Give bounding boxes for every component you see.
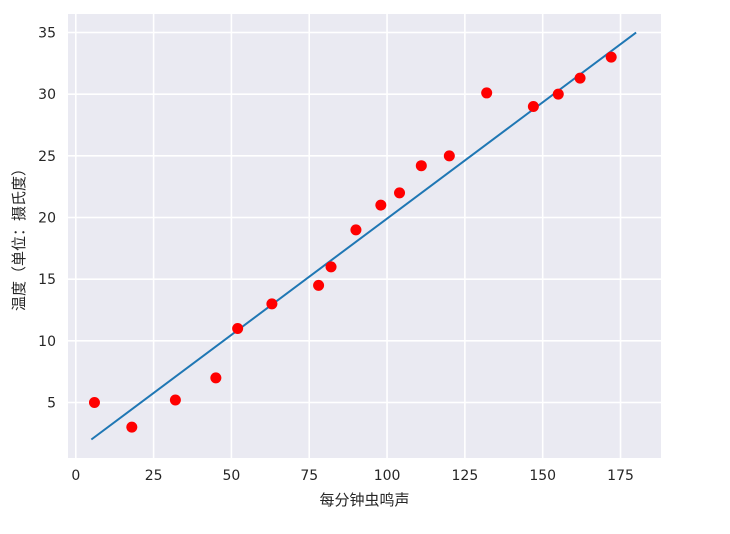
data-point bbox=[415, 160, 427, 172]
x-tick-label: 175 bbox=[607, 468, 634, 484]
data-point bbox=[266, 298, 278, 310]
grid bbox=[68, 14, 661, 458]
data-point bbox=[88, 397, 100, 408]
y-tick-label: 10 bbox=[38, 334, 56, 350]
points-layer bbox=[88, 51, 617, 433]
data-point bbox=[574, 72, 586, 84]
data-point bbox=[481, 87, 493, 99]
data-point bbox=[443, 150, 455, 162]
data-point bbox=[527, 101, 539, 112]
y-tick-label: 35 bbox=[38, 26, 56, 42]
data-point bbox=[350, 224, 362, 236]
x-tick-label: 150 bbox=[529, 468, 556, 484]
y-axis-label: 温度（单位：摄氏度） bbox=[10, 161, 28, 311]
data-point bbox=[375, 199, 387, 211]
y-tick-label: 30 bbox=[38, 87, 56, 103]
data-point bbox=[169, 394, 181, 406]
x-tick-label: 100 bbox=[374, 468, 401, 484]
x-tick-label: 50 bbox=[223, 468, 241, 484]
y-tick-label: 25 bbox=[38, 149, 56, 165]
y-tick-label: 15 bbox=[38, 272, 56, 288]
tick-labels: 0 25 50 75 100 125 150 175 5 10 15 20 25 30 35 bbox=[38, 26, 634, 485]
data-point bbox=[605, 51, 617, 63]
data-point bbox=[210, 372, 222, 384]
x-tick-label: 125 bbox=[452, 468, 479, 484]
data-point bbox=[313, 279, 325, 291]
regression-line bbox=[90, 31, 637, 441]
x-tick-label: 25 bbox=[145, 468, 163, 484]
y-tick-label: 5 bbox=[47, 396, 56, 412]
x-tick-label: 0 bbox=[71, 468, 80, 484]
data-point bbox=[552, 88, 564, 100]
data-point bbox=[232, 323, 244, 334]
data-point bbox=[394, 187, 406, 199]
data-point bbox=[126, 421, 138, 433]
data-point bbox=[325, 261, 337, 273]
x-axis-label: 每分钟虫鸣声 bbox=[319, 491, 409, 509]
regression-line-layer bbox=[90, 31, 637, 441]
x-tick-label: 75 bbox=[300, 468, 318, 484]
y-tick-label: 20 bbox=[38, 211, 56, 227]
